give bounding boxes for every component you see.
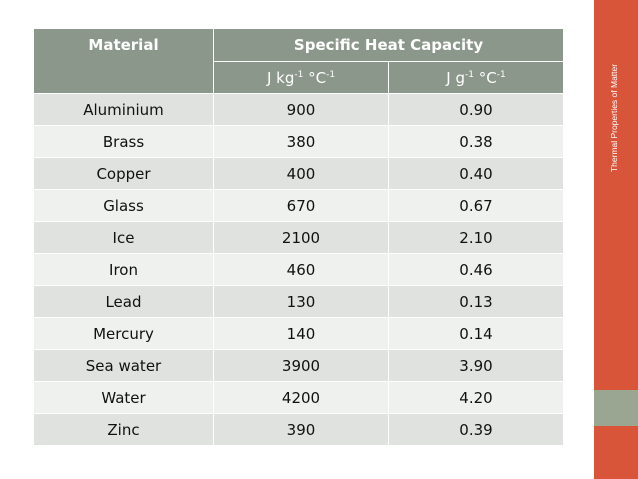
value-j-per-g-cell: 0.90 — [387, 93, 565, 126]
material-cell: Brass — [33, 125, 214, 158]
value-j-per-g-cell: 0.38 — [387, 125, 565, 158]
value-j-per-g-cell: 0.46 — [387, 253, 565, 286]
material-cell: Copper — [33, 157, 214, 190]
value-j-per-g-cell: 0.67 — [387, 189, 565, 222]
unit-exponent: -1 — [496, 69, 506, 80]
header-material: Material — [33, 28, 214, 94]
material-cell: Aluminium — [33, 93, 214, 126]
value-j-per-kg-cell: 4200 — [213, 381, 389, 414]
value-j-per-kg-cell: 900 — [213, 93, 389, 126]
table-row: Water 4200 4.20 — [33, 381, 565, 414]
table-row: Copper 400 0.40 — [33, 157, 565, 190]
unit-text: J g — [446, 68, 465, 87]
material-cell: Water — [33, 381, 214, 414]
header-row: Material Specific Heat Capacity — [33, 28, 565, 94]
material-cell: Sea water — [33, 349, 214, 382]
table-row: Iron 460 0.46 — [33, 253, 565, 286]
value-j-per-g-cell: 0.40 — [387, 157, 565, 190]
table-row: Ice 2100 2.10 — [33, 221, 565, 254]
value-j-per-g-cell: 0.13 — [387, 285, 565, 318]
material-cell: Iron — [33, 253, 214, 286]
material-cell: Zinc — [33, 413, 214, 446]
material-cell: Glass — [33, 189, 214, 222]
value-j-per-kg-cell: 140 — [213, 317, 389, 350]
right-sidebar: Thermal Properties of Matter — [594, 0, 638, 479]
unit-exponent: -1 — [326, 69, 336, 80]
header-unit-j-per-g: J g-1 °C-1 — [387, 61, 565, 94]
specific-heat-table: Material Specific Heat Capacity J kg-1 °… — [33, 28, 565, 446]
value-j-per-g-cell: 0.39 — [387, 413, 565, 446]
value-j-per-kg-cell: 670 — [213, 189, 389, 222]
unit-row: J kg-1 °C-1 J g-1 °C-1 — [33, 61, 565, 94]
value-j-per-kg-cell: 460 — [213, 253, 389, 286]
header-specific-heat-capacity: Specific Heat Capacity — [212, 28, 565, 62]
unit-text: J kg — [266, 68, 295, 87]
sidebar-accent-block — [594, 390, 638, 426]
table-row: Aluminium 900 0.90 — [33, 93, 565, 126]
unit-text: °C — [303, 68, 327, 87]
value-j-per-kg-cell: 400 — [213, 157, 389, 190]
unit-exponent: -1 — [294, 69, 304, 80]
table-row: Brass 380 0.38 — [33, 125, 565, 158]
value-j-per-g-cell: 2.10 — [387, 221, 565, 254]
value-j-per-kg-cell: 380 — [213, 125, 389, 158]
table-row: Mercury 140 0.14 — [33, 317, 565, 350]
material-cell: Lead — [33, 285, 214, 318]
unit-exponent: -1 — [465, 69, 474, 80]
value-j-per-kg-cell: 390 — [213, 413, 389, 446]
side-title: Thermal Properties of Matter — [609, 63, 619, 173]
table-row: Sea water 3900 3.90 — [33, 349, 565, 382]
value-j-per-kg-cell: 130 — [213, 285, 389, 318]
table-row: Lead 130 0.13 — [33, 285, 565, 318]
value-j-per-g-cell: 4.20 — [387, 381, 565, 414]
material-cell: Mercury — [33, 317, 214, 350]
header-unit-j-per-kg: J kg-1 °C-1 — [213, 61, 389, 94]
value-j-per-g-cell: 0.14 — [387, 317, 565, 350]
value-j-per-kg-cell: 2100 — [213, 221, 389, 254]
material-cell: Ice — [33, 221, 214, 254]
table-row: Glass 670 0.67 — [33, 189, 565, 222]
value-j-per-kg-cell: 3900 — [213, 349, 389, 382]
value-j-per-g-cell: 3.90 — [387, 349, 565, 382]
table-row: Zinc 390 0.39 — [33, 413, 565, 446]
unit-text: °C — [473, 68, 497, 87]
